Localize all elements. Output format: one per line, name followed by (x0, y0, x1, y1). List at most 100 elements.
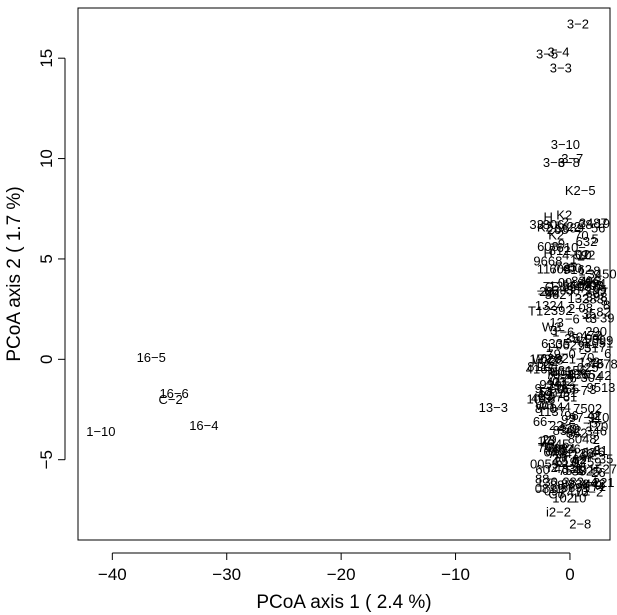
cluster-glyph: 268 (547, 222, 569, 237)
point-label: 4−3 (580, 274, 602, 289)
cluster-glyph: 398 (586, 290, 608, 305)
cluster-glyph: 7694 (546, 367, 575, 382)
cluster-glyph: 8206 (571, 274, 600, 289)
cluster-glyph: 12 (549, 278, 563, 293)
point-label: 3−7 (561, 151, 583, 166)
cluster-glyph: 4130 (565, 446, 594, 461)
cluster-glyph: 49 (537, 387, 551, 402)
cluster-glyph: 411 (546, 375, 567, 390)
cluster-glyph: 9− (578, 338, 593, 353)
cluster-glyph: −097 (536, 484, 565, 499)
point-label: 3−6 (543, 155, 565, 170)
cluster-glyph: 26 (591, 465, 605, 480)
point-label: W (535, 398, 548, 413)
cluster-glyph: 304 (581, 370, 603, 385)
cluster-glyph: 9259 (573, 455, 602, 470)
point-label: A (550, 446, 559, 461)
cluster-glyph: 8392 (553, 423, 582, 438)
cluster-glyph: 82 (596, 304, 610, 319)
cluster-glyph: 8048 (568, 431, 597, 446)
point-label: 16−5 (137, 350, 166, 365)
cluster-glyph: 33− (529, 217, 551, 232)
point-label: 16−6 (159, 386, 188, 401)
cluster-glyph: −05 (537, 283, 559, 298)
y-tick-label: 10 (37, 149, 56, 168)
cluster-glyph: 72 (576, 484, 590, 499)
point-label: C−2 (159, 392, 183, 407)
point-label: 3−5 (536, 47, 558, 62)
cluster-glyph: 5689 (555, 220, 584, 235)
cluster-glyph: 54 (562, 278, 576, 293)
cluster-glyph: 2392 (544, 303, 573, 318)
point-labels: 3−23−43−53−33−103−73−63−8K2−516−516−6C−2… (86, 17, 611, 532)
cluster-glyph: 8156 (558, 363, 587, 378)
cluster-glyph: 2− (568, 301, 583, 316)
cluster-glyph: 383 (562, 475, 584, 490)
y-tick-label: 5 (37, 254, 56, 263)
cluster-glyph: 92 (561, 412, 575, 427)
cluster-glyph: 719− (579, 280, 608, 295)
cluster-glyph: 35 (564, 331, 578, 346)
x-tick-label: −10 (441, 565, 470, 584)
point-label: C (545, 280, 554, 295)
point-label: 910 (588, 410, 610, 425)
cluster-glyph: −00 (560, 260, 582, 275)
cluster-glyph: 238 (568, 477, 590, 492)
cluster-glyph: 60 (535, 462, 549, 477)
point-label: 2−8 (569, 516, 591, 531)
point-label: M (547, 364, 558, 379)
point-label: 3−4 (547, 45, 569, 60)
cluster-glyph: 50 (569, 329, 583, 344)
cluster-glyph: 3487 (579, 216, 608, 231)
cluster-glyph: 505 (550, 365, 572, 380)
x-tick-label: 0 (565, 565, 574, 584)
cluster-glyph: 1− (546, 340, 561, 355)
cluster-glyph: 9668 (533, 254, 562, 269)
cluster-glyph: 8508 (563, 279, 592, 294)
cluster-glyph: −7 (573, 383, 588, 398)
y-tick-label: 0 (37, 355, 56, 364)
cluster-glyph: 172 (529, 351, 551, 366)
cluster-glyph: 44 (574, 333, 588, 348)
cluster-glyph: 3− (550, 323, 565, 338)
cluster-glyph: 75 (590, 356, 604, 371)
cluster-glyph: 71 (592, 479, 606, 494)
cluster-glyph: 51 (563, 385, 577, 400)
cluster-glyph: 48 (552, 442, 566, 457)
cluster-glyph: 99 (585, 331, 599, 346)
point-label: 07 (592, 286, 606, 301)
cluster-glyph: 08 (578, 300, 592, 315)
point-label: 3 (601, 294, 608, 309)
cluster-glyph: 8294 (577, 276, 606, 291)
cluster-glyph: −144 (542, 399, 571, 414)
y-tick-label: −5 (37, 450, 56, 469)
cluster-glyph: 0−5 (562, 463, 584, 478)
cluster-glyph: 7502 (573, 401, 602, 416)
cluster-glyph: 382 (571, 463, 593, 478)
cluster-glyph: 22 (539, 388, 553, 403)
cluster-glyph: 1324 (535, 298, 564, 313)
cluster-glyph: −6 (565, 312, 580, 327)
cluster-glyph: 71 (542, 439, 556, 454)
point-label: 102 (552, 490, 574, 505)
cluster-glyph: 22 (566, 219, 580, 234)
cluster-glyph: 065 (558, 381, 580, 396)
cluster-glyph: 132 (568, 291, 590, 306)
point-label: K2 (556, 207, 572, 222)
point-label: H (544, 245, 553, 260)
point-label: 29 (542, 432, 556, 447)
cluster-glyph: 407 (531, 390, 553, 405)
cluster-glyph: 8−0 (535, 401, 557, 416)
cluster-glyph: 63 (581, 445, 595, 460)
cluster-glyph: 7051 (584, 335, 613, 350)
cluster-glyph: 062 (555, 337, 577, 352)
point-label: K2 (548, 227, 564, 242)
point-label: 6 (604, 346, 611, 361)
point-label: WV (532, 352, 553, 367)
cluster-glyph: 31 (593, 443, 607, 458)
cluster-glyph: 7549 (558, 463, 587, 478)
cluster-glyph: −3 (555, 389, 570, 404)
cluster-glyph: 282 (547, 351, 569, 366)
cluster-glyph: 63 (562, 381, 576, 396)
